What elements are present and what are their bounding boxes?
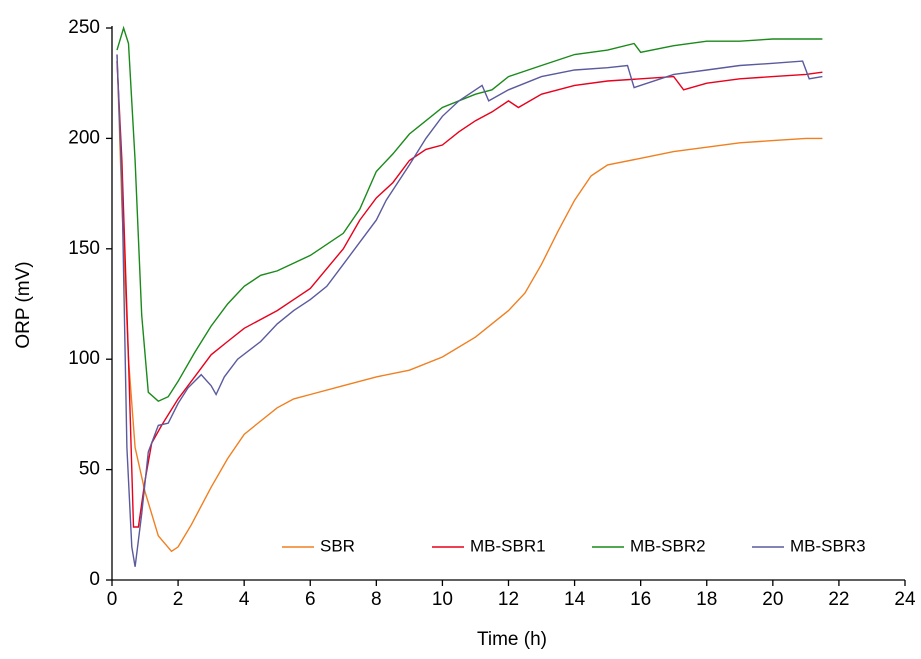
x-tick-label: 6 xyxy=(305,589,316,610)
x-tick-label: 16 xyxy=(630,589,651,610)
legend-label: MB-SBR1 xyxy=(470,536,546,555)
x-axis-title: Time (h) xyxy=(477,629,547,650)
y-tick-label: 150 xyxy=(68,238,100,259)
x-tick-label: 14 xyxy=(564,589,586,610)
line xyxy=(116,54,823,567)
x-tick-label: 20 xyxy=(762,589,783,610)
y-tick-label: 50 xyxy=(79,459,100,480)
line xyxy=(116,61,823,528)
x-tick-label: 18 xyxy=(696,589,717,610)
y-axis-title: ORP (mV) xyxy=(13,261,34,348)
x-tick-label: 12 xyxy=(498,589,519,610)
y-tick-label: 0 xyxy=(89,569,100,590)
x-tick-label: 8 xyxy=(371,589,382,610)
line xyxy=(116,25,823,403)
x-tick-label: 24 xyxy=(894,589,916,610)
legend-label: MB-SBR3 xyxy=(790,536,866,555)
line xyxy=(116,54,823,553)
x-tick-label: 4 xyxy=(239,589,250,610)
x-tick-label: 22 xyxy=(828,589,849,610)
x-tick-label: 2 xyxy=(173,589,184,610)
legend-label: MB-SBR2 xyxy=(630,536,706,555)
y-tick-label: 200 xyxy=(68,127,100,148)
x-tick-label: 10 xyxy=(432,589,453,610)
x-tick-label: 0 xyxy=(107,589,118,610)
y-tick-label: 100 xyxy=(68,348,100,369)
legend-label: SBR xyxy=(320,536,355,555)
y-tick-label: 250 xyxy=(68,17,100,38)
